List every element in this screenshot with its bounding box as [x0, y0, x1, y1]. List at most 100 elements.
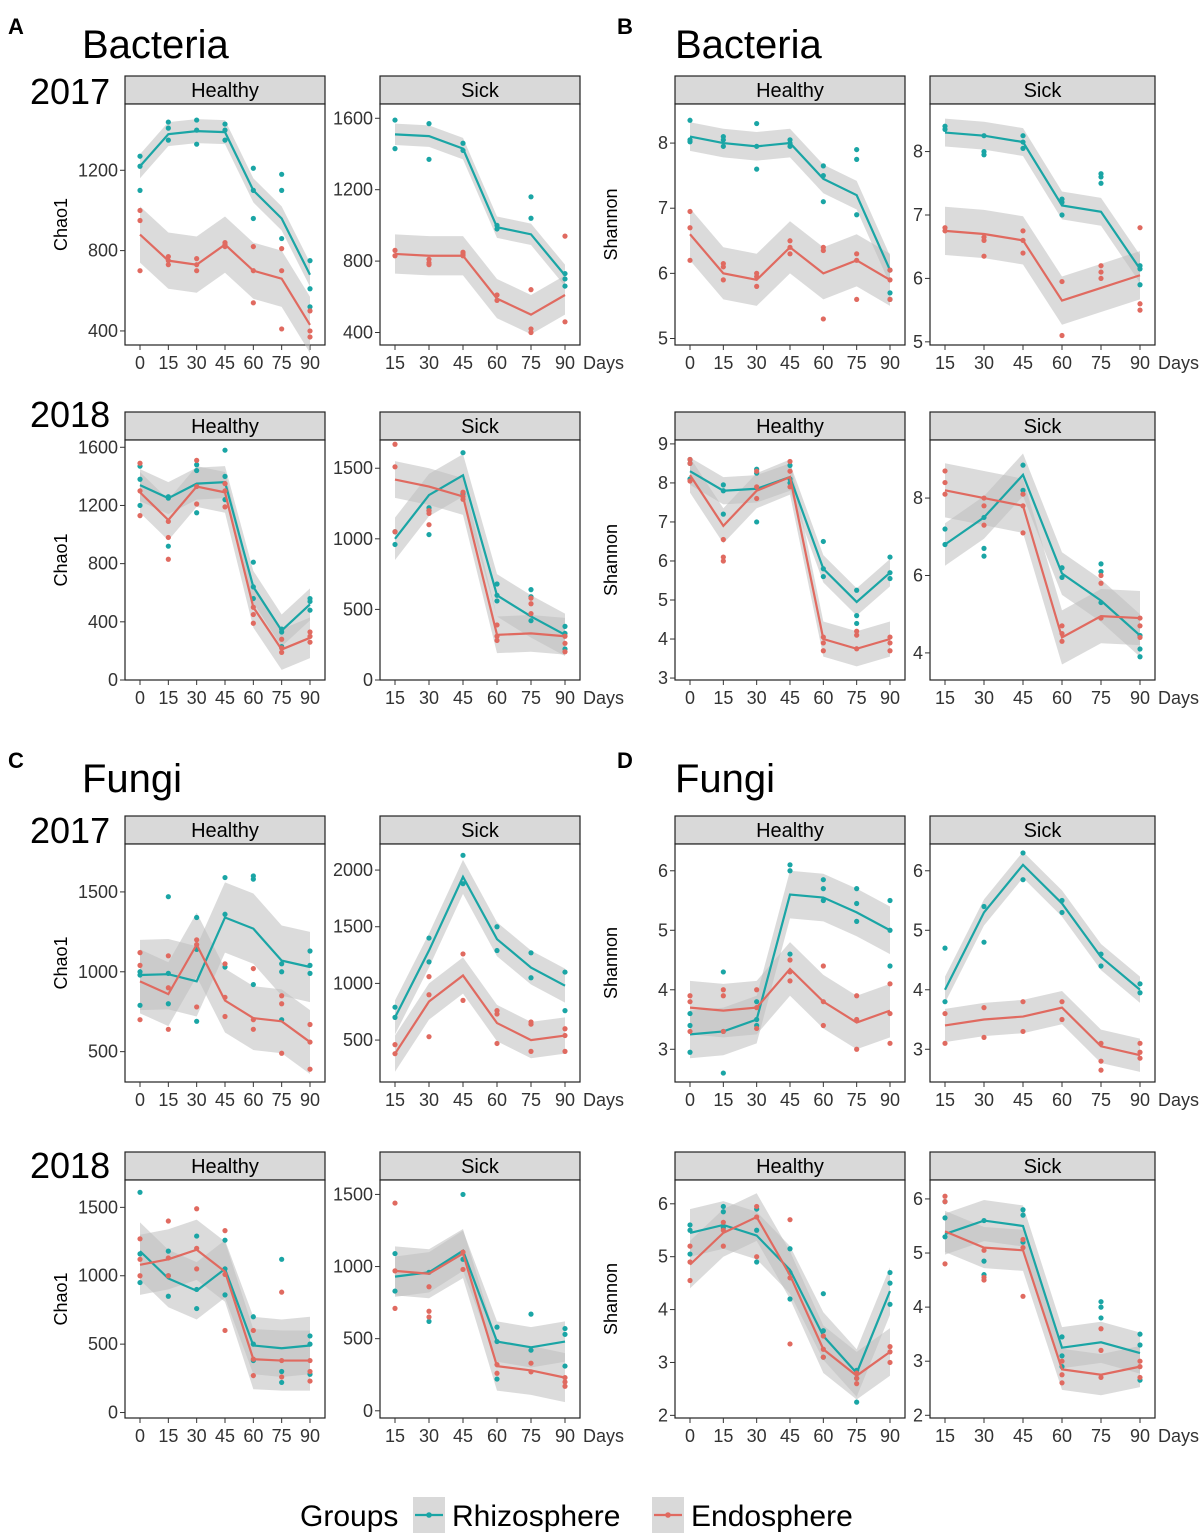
data-point-endosphere-a-2018-healthy — [165, 518, 171, 525]
data-point-endosphere-c-2018-sick — [460, 1266, 466, 1273]
data-point-rhizosphere-b-2017-healthy — [787, 137, 793, 143]
facet-strip-label-c-2017-sick: Sick — [461, 820, 500, 842]
data-point-rhizosphere-a-2017-healthy — [137, 153, 143, 159]
data-point-rhizosphere-a-2017-healthy — [222, 127, 228, 133]
facet-b-2018-sick: Sick 4 6 8 15 30 45 60 75 90 Days — [913, 411, 1199, 708]
data-point-endosphere-d-2018-healthy — [887, 1359, 893, 1366]
data-point-endosphere-a-2018-healthy — [194, 483, 200, 490]
data-point-rhizosphere-d-2017-healthy — [820, 877, 826, 883]
data-point-endosphere-a-2017-sick — [494, 297, 500, 303]
y-tick-label-c-2018-sick: 500 — [343, 1329, 373, 1349]
y-tick-label-b-2018-healthy: 5 — [658, 590, 668, 610]
data-point-rhizosphere-c-2018-sick — [562, 1325, 568, 1332]
data-point-rhizosphere-d-2017-sick — [981, 903, 987, 910]
data-point-endosphere-d-2018-healthy — [887, 1344, 893, 1350]
confidence-band-rhizosphere-a-2017-sick — [395, 123, 565, 287]
data-point-rhizosphere-d-2018-sick — [942, 1215, 948, 1221]
data-point-rhizosphere-a-2017-sick — [392, 117, 398, 123]
facet-strip-label-b-2017-healthy: Healthy — [756, 80, 824, 102]
data-point-endosphere-c-2017-sick — [426, 992, 432, 998]
y-axis-title-d-2018-healthy: Shannon — [601, 1263, 621, 1335]
data-point-endosphere-d-2017-healthy — [687, 1028, 693, 1035]
data-point-rhizosphere-b-2017-healthy — [754, 143, 760, 149]
data-point-rhizosphere-a-2018-sick — [494, 581, 500, 587]
data-point-endosphere-a-2017-healthy — [307, 334, 313, 340]
data-point-endosphere-b-2018-healthy — [720, 558, 726, 564]
data-point-rhizosphere-c-2017-sick — [392, 1014, 398, 1021]
data-point-rhizosphere-d-2017-healthy — [787, 868, 793, 874]
year-label-2018-fungi: 2018 — [30, 1145, 110, 1186]
data-point-endosphere-d-2018-sick — [942, 1193, 948, 1199]
data-point-endosphere-b-2017-sick — [942, 225, 948, 231]
data-point-endosphere-b-2018-sick — [1137, 634, 1143, 641]
y-tick-label-d-2017-sick: 3 — [913, 1039, 923, 1059]
year-label-2017-bacteria: 2017 — [30, 71, 110, 112]
data-point-rhizosphere-a-2018-healthy — [165, 494, 171, 500]
data-point-endosphere-d-2018-healthy — [687, 1243, 693, 1249]
data-point-endosphere-a-2017-sick — [528, 326, 534, 332]
data-point-endosphere-a-2018-sick — [426, 522, 432, 528]
data-point-rhizosphere-c-2017-sick — [562, 969, 568, 975]
data-point-endosphere-d-2018-healthy — [787, 1341, 793, 1347]
x-tick-label-a-2018-healthy: 45 — [215, 688, 235, 708]
data-point-endosphere-b-2017-sick — [1137, 225, 1143, 231]
x-tick-label-b-2017-sick: 30 — [974, 353, 994, 373]
facet-strip-d-2017-sick — [929, 815, 1156, 845]
data-point-endosphere-c-2018-healthy — [222, 1327, 228, 1334]
y-tick-label-b-2018-healthy: 9 — [658, 434, 668, 454]
facet-strip-a-2017-sick — [379, 75, 581, 105]
x-tick-label-c-2017-healthy: 0 — [135, 1090, 145, 1110]
data-point-rhizosphere-a-2017-sick — [562, 270, 568, 277]
y-tick-label-b-2018-healthy: 8 — [658, 473, 668, 493]
data-point-rhizosphere-b-2017-healthy — [720, 143, 726, 149]
data-point-endosphere-d-2018-sick — [1098, 1347, 1104, 1353]
data-point-endosphere-c-2017-healthy — [250, 1026, 256, 1032]
data-point-endosphere-c-2017-sick — [528, 1048, 534, 1054]
data-point-rhizosphere-a-2018-sick — [562, 623, 568, 629]
data-point-endosphere-c-2018-healthy — [165, 1218, 171, 1224]
data-point-rhizosphere-c-2018-healthy — [194, 1233, 200, 1239]
data-point-rhizosphere-d-2017-sick — [942, 945, 948, 951]
data-point-endosphere-a-2017-sick — [460, 249, 466, 255]
data-point-endosphere-b-2017-sick — [1137, 307, 1143, 313]
data-point-endosphere-c-2018-healthy — [165, 1255, 171, 1261]
data-point-rhizosphere-b-2017-healthy — [854, 212, 860, 218]
data-point-endosphere-d-2017-healthy — [754, 1005, 760, 1011]
data-point-rhizosphere-a-2017-healthy — [250, 215, 256, 222]
x-tick-label-b-2017-healthy: 75 — [847, 353, 867, 373]
facet-strip-c-2018-sick — [379, 1151, 581, 1181]
y-tick-label-b-2017-sick: 8 — [913, 142, 923, 162]
data-point-rhizosphere-a-2017-healthy — [137, 187, 143, 193]
x-tick-label-b-2018-sick: 90 — [1130, 688, 1150, 708]
data-point-rhizosphere-b-2017-sick — [1020, 145, 1026, 151]
data-point-rhizosphere-b-2017-sick — [1020, 133, 1026, 139]
legend-key-dot-endosphere — [665, 1512, 671, 1518]
y-tick-label-a-2018-healthy: 1600 — [78, 437, 118, 457]
data-point-endosphere-d-2018-sick — [1098, 1374, 1104, 1381]
data-point-rhizosphere-d-2017-healthy — [887, 963, 893, 969]
y-tick-label-d-2018-sick: 2 — [913, 1405, 923, 1425]
data-point-rhizosphere-c-2017-healthy — [165, 1001, 171, 1007]
data-point-endosphere-b-2018-sick — [981, 503, 987, 509]
data-point-endosphere-a-2017-sick — [528, 329, 534, 336]
data-point-endosphere-d-2018-sick — [1137, 1374, 1143, 1381]
x-tick-label-b-2017-sick: 90 — [1130, 353, 1150, 373]
data-point-rhizosphere-b-2018-sick — [981, 545, 987, 551]
data-point-endosphere-c-2018-healthy — [279, 1357, 285, 1364]
data-point-endosphere-b-2018-sick — [942, 468, 948, 474]
facet-strip-label-b-2018-healthy: Healthy — [756, 416, 824, 438]
y-tick-label-a-2017-sick: 800 — [343, 251, 373, 271]
x-tick-label-d-2017-sick: 45 — [1013, 1090, 1033, 1110]
data-point-rhizosphere-d-2017-healthy — [720, 969, 726, 975]
data-point-rhizosphere-a-2017-healthy — [279, 187, 285, 193]
confidence-band-endosphere-c-2017-sick — [395, 957, 565, 1072]
data-point-endosphere-d-2018-healthy — [854, 1370, 860, 1376]
data-point-endosphere-d-2017-sick — [1137, 1040, 1143, 1046]
data-point-endosphere-c-2017-healthy — [137, 1017, 143, 1023]
data-point-endosphere-a-2017-sick — [562, 233, 568, 239]
data-point-rhizosphere-d-2018-healthy — [854, 1399, 860, 1405]
x-tick-label-a-2017-healthy: 75 — [272, 353, 292, 373]
facet-a-2017-sick: Sick 400 800 1200 1600 15 30 45 60 75 90 Days — [333, 75, 624, 373]
